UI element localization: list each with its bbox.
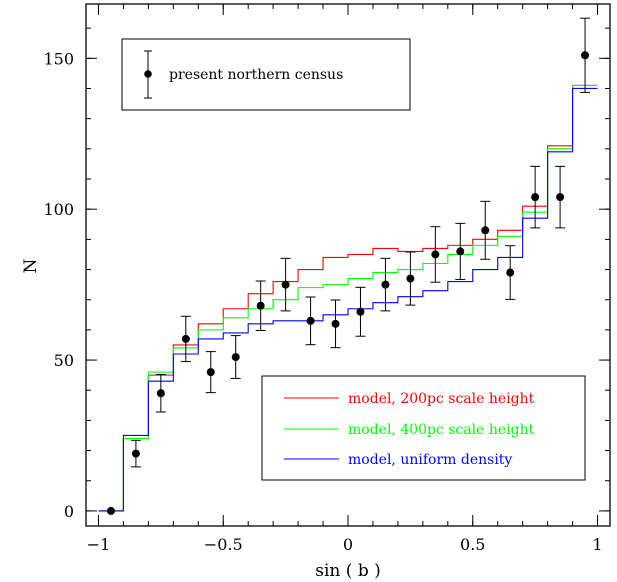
census-points	[106, 17, 591, 515]
x-axis-label: sin ( b )	[315, 561, 380, 581]
y-tick-label: 0	[64, 502, 74, 521]
model-step-line-uniform	[98, 87, 598, 512]
census-point	[306, 316, 315, 325]
x-tick-label: −0.5	[204, 535, 243, 554]
census-legend-marker	[144, 70, 152, 78]
census-legend-label: present northern census	[169, 67, 343, 83]
census-point	[406, 274, 415, 283]
census-point	[431, 250, 440, 259]
model-legend-label-200pc: model, 200pc scale height	[348, 391, 535, 407]
census-point	[381, 280, 390, 289]
census-point	[506, 268, 515, 277]
census-point	[581, 51, 590, 60]
y-tick-label: 50	[54, 351, 74, 370]
census-point	[456, 247, 465, 256]
y-tick-label: 150	[43, 49, 74, 68]
census-legend-box	[121, 38, 411, 111]
census-point	[106, 506, 115, 515]
census-point	[331, 319, 340, 328]
census-point	[356, 307, 365, 316]
census-point	[231, 353, 240, 362]
census-point	[256, 301, 265, 310]
census-legend: present northern census	[121, 38, 411, 111]
census-point	[206, 368, 215, 377]
axis-ticks: −1 −0.5 0 0.5 1 0 50 100 150	[43, 4, 610, 554]
model-legend-label-400pc: model, 400pc scale height	[348, 422, 535, 438]
y-axis-label: N	[21, 258, 41, 273]
x-tick-label: 0	[343, 535, 353, 554]
census-point	[281, 280, 290, 289]
census-point	[481, 226, 490, 235]
census-point	[556, 193, 565, 202]
y-tick-label: 100	[43, 200, 74, 219]
model-legend-box	[261, 375, 586, 481]
model-legend: model, 200pc scale height model, 400pc s…	[261, 375, 586, 481]
x-tick-label: 0.5	[460, 535, 485, 554]
x-tick-label: −1	[87, 535, 111, 554]
census-point	[156, 389, 165, 398]
x-tick-label: 1	[592, 535, 602, 554]
model-legend-label-uniform: model, uniform density	[348, 452, 512, 468]
census-point	[531, 193, 540, 202]
census-point	[181, 334, 190, 343]
census-point	[131, 449, 140, 458]
